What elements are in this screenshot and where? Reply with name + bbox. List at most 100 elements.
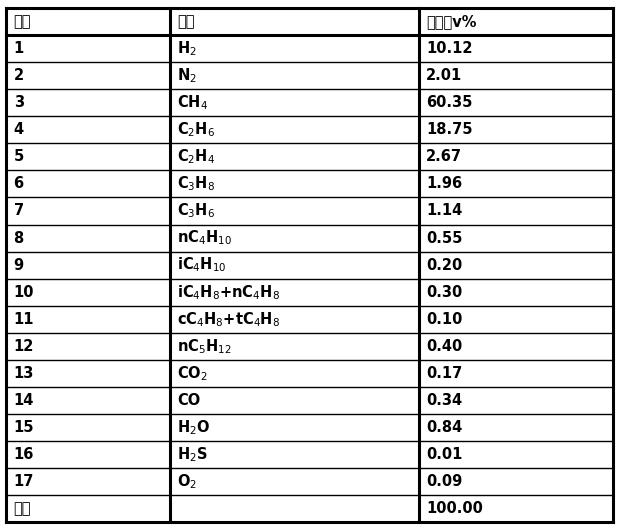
Text: C$_2$H$_6$: C$_2$H$_6$ bbox=[178, 120, 215, 139]
Bar bbox=[418, 143, 613, 170]
Bar bbox=[6, 468, 170, 495]
Bar bbox=[418, 306, 613, 333]
Text: 序号: 序号 bbox=[14, 14, 31, 29]
Text: 组分: 组分 bbox=[178, 14, 195, 29]
Bar bbox=[6, 62, 170, 89]
Bar bbox=[6, 143, 170, 170]
Text: 13: 13 bbox=[14, 366, 34, 381]
Bar bbox=[170, 197, 418, 225]
Text: C$_2$H$_4$: C$_2$H$_4$ bbox=[178, 148, 215, 166]
Bar bbox=[6, 360, 170, 387]
Bar bbox=[6, 387, 170, 414]
Bar bbox=[418, 360, 613, 387]
Bar bbox=[6, 116, 170, 143]
Bar bbox=[6, 441, 170, 468]
Bar bbox=[418, 468, 613, 495]
Bar bbox=[170, 279, 418, 306]
Bar bbox=[170, 116, 418, 143]
Bar bbox=[6, 306, 170, 333]
Text: 组成，v%: 组成，v% bbox=[426, 14, 477, 29]
Text: nC$_4$H$_{10}$: nC$_4$H$_{10}$ bbox=[178, 229, 232, 247]
Text: 12: 12 bbox=[14, 339, 34, 354]
Text: 7: 7 bbox=[14, 204, 24, 218]
Text: 0.34: 0.34 bbox=[426, 393, 462, 408]
Text: 18.75: 18.75 bbox=[426, 122, 473, 137]
Text: cC$_4$H$_8$+tC$_4$H$_8$: cC$_4$H$_8$+tC$_4$H$_8$ bbox=[178, 310, 280, 329]
Text: 0.55: 0.55 bbox=[426, 230, 462, 246]
Bar bbox=[6, 170, 170, 197]
Text: 5: 5 bbox=[14, 149, 24, 164]
Text: 0.17: 0.17 bbox=[426, 366, 462, 381]
Bar bbox=[418, 116, 613, 143]
Bar bbox=[418, 8, 613, 35]
Bar bbox=[170, 441, 418, 468]
Text: H$_2$: H$_2$ bbox=[178, 39, 197, 58]
Bar bbox=[418, 251, 613, 279]
Bar bbox=[418, 89, 613, 116]
Text: 17: 17 bbox=[14, 474, 34, 489]
Bar bbox=[170, 35, 418, 62]
Bar bbox=[6, 8, 170, 35]
Bar bbox=[170, 495, 418, 522]
Bar bbox=[6, 197, 170, 225]
Text: 15: 15 bbox=[14, 420, 34, 435]
Text: 6: 6 bbox=[14, 176, 24, 192]
Bar bbox=[6, 279, 170, 306]
Bar bbox=[170, 225, 418, 251]
Bar bbox=[418, 414, 613, 441]
Text: 11: 11 bbox=[14, 312, 34, 327]
Bar bbox=[6, 495, 170, 522]
Text: 10.12: 10.12 bbox=[426, 41, 473, 56]
Text: 4: 4 bbox=[14, 122, 24, 137]
Bar bbox=[418, 387, 613, 414]
Bar bbox=[6, 251, 170, 279]
Bar bbox=[170, 143, 418, 170]
Text: 3: 3 bbox=[14, 95, 24, 110]
Text: 60.35: 60.35 bbox=[426, 95, 472, 110]
Bar bbox=[418, 197, 613, 225]
Text: CO$_2$: CO$_2$ bbox=[178, 364, 208, 383]
Bar bbox=[418, 225, 613, 251]
Text: C$_3$H$_6$: C$_3$H$_6$ bbox=[178, 202, 215, 220]
Text: C$_3$H$_8$: C$_3$H$_8$ bbox=[178, 174, 215, 193]
Text: 0.84: 0.84 bbox=[426, 420, 462, 435]
Bar bbox=[418, 35, 613, 62]
Text: N$_2$: N$_2$ bbox=[178, 66, 197, 85]
Bar bbox=[170, 62, 418, 89]
Text: 1.96: 1.96 bbox=[426, 176, 462, 192]
Bar bbox=[170, 414, 418, 441]
Bar bbox=[418, 279, 613, 306]
Text: 1.14: 1.14 bbox=[426, 204, 462, 218]
Text: CH$_4$: CH$_4$ bbox=[178, 93, 209, 112]
Bar bbox=[170, 8, 418, 35]
Text: 14: 14 bbox=[14, 393, 34, 408]
Bar bbox=[6, 225, 170, 251]
Bar bbox=[6, 35, 170, 62]
Text: 0.09: 0.09 bbox=[426, 474, 462, 489]
Bar bbox=[6, 89, 170, 116]
Text: 100.00: 100.00 bbox=[426, 501, 483, 516]
Text: 0.30: 0.30 bbox=[426, 285, 462, 300]
Bar bbox=[170, 360, 418, 387]
Bar bbox=[6, 333, 170, 360]
Bar bbox=[418, 441, 613, 468]
Text: H$_2$O: H$_2$O bbox=[178, 418, 210, 437]
Bar bbox=[418, 333, 613, 360]
Text: 0.10: 0.10 bbox=[426, 312, 462, 327]
Text: 10: 10 bbox=[14, 285, 34, 300]
Text: 9: 9 bbox=[14, 258, 24, 272]
Text: 0.20: 0.20 bbox=[426, 258, 462, 272]
Text: O$_2$: O$_2$ bbox=[178, 472, 197, 491]
Text: 2.01: 2.01 bbox=[426, 68, 462, 83]
Text: nC$_5$H$_{12}$: nC$_5$H$_{12}$ bbox=[178, 337, 232, 356]
Text: 16: 16 bbox=[14, 447, 34, 462]
Bar bbox=[170, 387, 418, 414]
Text: 0.01: 0.01 bbox=[426, 447, 462, 462]
Bar bbox=[170, 306, 418, 333]
Text: iC$_4$H$_8$+nC$_4$H$_8$: iC$_4$H$_8$+nC$_4$H$_8$ bbox=[178, 283, 280, 301]
Text: CO: CO bbox=[178, 393, 201, 408]
Bar bbox=[6, 414, 170, 441]
Text: H$_2$S: H$_2$S bbox=[178, 445, 208, 464]
Bar bbox=[418, 170, 613, 197]
Bar bbox=[170, 251, 418, 279]
